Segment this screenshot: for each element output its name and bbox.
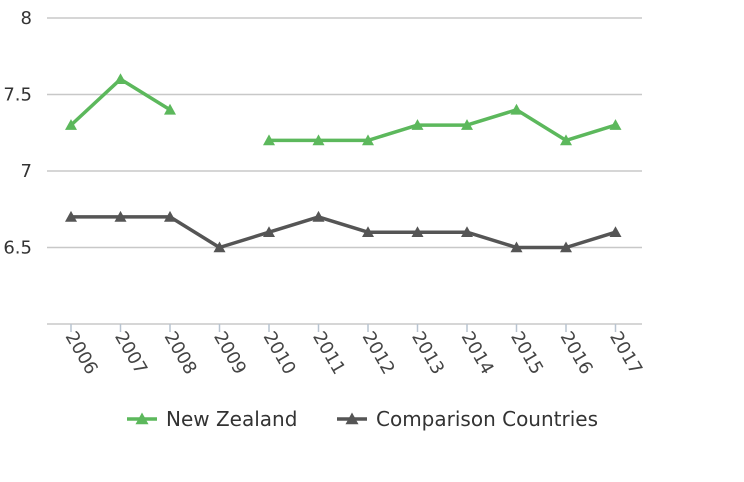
legend-marker-icon (135, 412, 149, 425)
data-point[interactable] (312, 134, 325, 146)
x-tick-label: 2006 (61, 328, 102, 378)
data-point[interactable] (114, 73, 127, 84)
x-tick-label: 2017 (605, 328, 646, 378)
x-tick-label: 2013 (407, 328, 448, 378)
series-lines (65, 73, 622, 253)
x-tick-label: 2012 (358, 328, 399, 378)
data-point[interactable] (560, 241, 572, 253)
series-0 (65, 73, 622, 146)
data-point[interactable] (65, 210, 77, 222)
legend[interactable]: New Zealand Comparison Countries (127, 407, 598, 431)
legend-item[interactable]: Comparison Countries (337, 407, 598, 431)
data-point[interactable] (362, 134, 374, 146)
data-point[interactable] (114, 210, 127, 222)
data-point[interactable] (510, 103, 523, 115)
legend-label: New Zealand (166, 407, 297, 431)
series-1 (65, 210, 622, 253)
data-point[interactable] (560, 134, 572, 146)
x-tick-label: 2016 (556, 328, 597, 378)
y-tick-label: 8 (21, 8, 32, 29)
x-tick-label: 2008 (160, 328, 201, 378)
x-tick-label: 2015 (506, 328, 547, 378)
data-point[interactable] (609, 226, 622, 237)
data-point[interactable] (510, 241, 523, 253)
x-tick-label: 2010 (259, 328, 300, 378)
data-point[interactable] (263, 226, 275, 237)
series-line (269, 108, 617, 143)
y-tick-label: 7 (21, 161, 32, 182)
x-tick-label: 2014 (457, 328, 498, 378)
y-tick-label: 7.5 (3, 85, 32, 106)
data-point[interactable] (164, 210, 176, 222)
data-point[interactable] (164, 103, 176, 115)
data-point[interactable] (312, 210, 325, 222)
legend-marker-icon (345, 412, 359, 425)
data-point[interactable] (362, 226, 374, 237)
x-axis: 2006 2007 2008 2009 2010 2011 2012 2013 2014 2015… (47, 323, 646, 378)
series-line (69, 77, 171, 127)
x-tick-label: 2009 (209, 328, 250, 378)
data-point[interactable] (65, 119, 77, 130)
data-point[interactable] (461, 119, 473, 130)
x-tick-label: 2011 (308, 328, 349, 378)
x-tick-label: 2007 (110, 328, 151, 378)
data-point[interactable] (263, 134, 275, 146)
data-point[interactable] (411, 119, 424, 130)
y-axis-ticks: 6.5 7 7.5 8 (3, 8, 32, 259)
data-point[interactable] (461, 226, 473, 237)
series-line (71, 215, 617, 250)
data-point[interactable] (213, 241, 226, 253)
legend-label: Comparison Countries (376, 407, 598, 431)
legend-item[interactable]: New Zealand (127, 407, 297, 431)
y-tick-label: 6.5 (3, 238, 32, 259)
data-point[interactable] (411, 226, 424, 237)
data-point[interactable] (609, 119, 622, 130)
